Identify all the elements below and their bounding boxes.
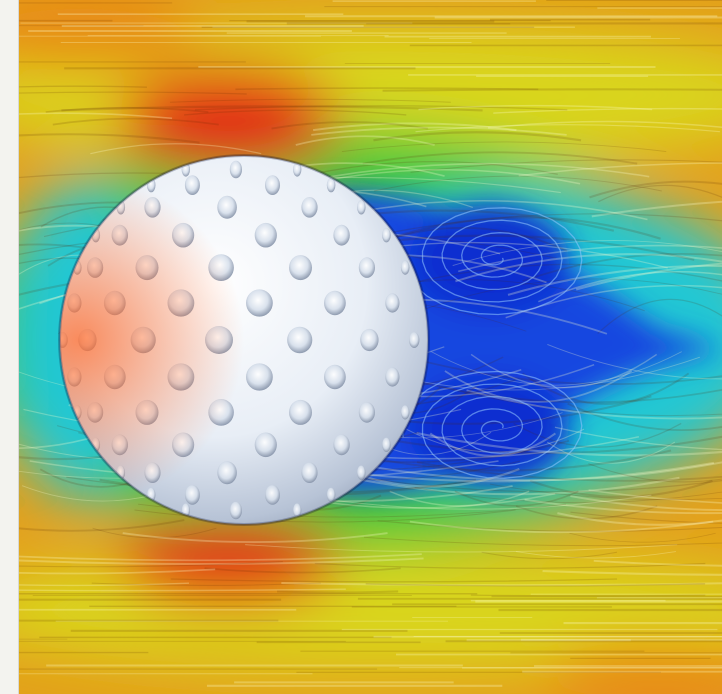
lower-vortex-spiral	[402, 370, 583, 479]
corner-orange-top	[19, 0, 199, 70]
upper-high-speed-red	[119, 65, 339, 175]
upper-recirculation-core	[409, 205, 569, 315]
upper-vortex-spiral	[402, 207, 583, 316]
ball-warm-reflection	[60, 156, 428, 524]
wake-vortices	[402, 207, 583, 479]
streamline-texture	[19, 0, 722, 687]
lower-recirculation-core	[409, 375, 569, 485]
golf-ball	[58, 154, 430, 526]
ball-outline	[59, 155, 429, 525]
lower-high-speed-red	[119, 515, 339, 605]
left-margin-strip	[0, 0, 19, 694]
flow-visualization-frame	[19, 0, 722, 694]
corner-orange-bottom	[539, 640, 722, 694]
flow-visualization	[19, 0, 722, 694]
